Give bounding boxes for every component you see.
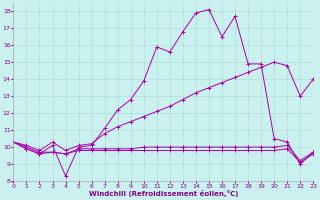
X-axis label: Windchill (Refroidissement éolien,°C): Windchill (Refroidissement éolien,°C) <box>89 190 238 197</box>
